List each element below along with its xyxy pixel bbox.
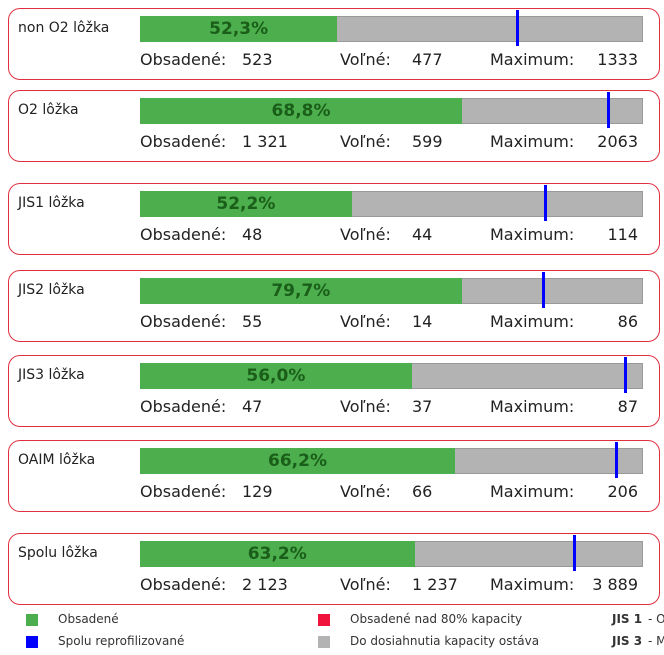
occupied-label: Obsadené: bbox=[140, 50, 227, 69]
free-value: 1 237 bbox=[412, 575, 458, 594]
bar-occupied bbox=[140, 98, 463, 124]
occupied-value: 2 123 bbox=[242, 575, 288, 594]
bar-percent: 66,2% bbox=[268, 451, 327, 471]
max-value: 206 bbox=[607, 482, 638, 501]
bar-marker bbox=[573, 535, 577, 571]
occupied-label: Obsadené: bbox=[140, 225, 227, 244]
occupied-value: 1 321 bbox=[242, 132, 288, 151]
bar-percent: 56,0% bbox=[246, 366, 306, 386]
bar-percent: 79,7% bbox=[271, 281, 331, 301]
occupied-value: 47 bbox=[242, 397, 263, 416]
bar-marker bbox=[606, 92, 610, 128]
free-value: 66 bbox=[412, 482, 433, 501]
card-title: JIS2 lôžka bbox=[18, 282, 85, 298]
free-label: Voľné: bbox=[340, 482, 391, 501]
max-value: 3 889 bbox=[592, 575, 638, 594]
legend-label: Do dosiahnutia kapacity ostáva bbox=[350, 634, 540, 648]
free-label: Voľné: bbox=[340, 575, 391, 594]
bar-occupied bbox=[140, 278, 462, 304]
max-value: 87 bbox=[617, 397, 638, 416]
card-title: Spolu lôžka bbox=[18, 545, 98, 561]
legend-swatch bbox=[26, 614, 38, 626]
occupied-value: 48 bbox=[242, 225, 263, 244]
bar-marker bbox=[624, 357, 628, 393]
max-label: Maximum: bbox=[490, 575, 575, 594]
bar-occupied bbox=[140, 191, 352, 217]
max-label: Maximum: bbox=[490, 482, 575, 501]
max-label: Maximum: bbox=[490, 312, 575, 331]
legend-label: Obsadené bbox=[58, 612, 119, 626]
occupied-label: Obsadené: bbox=[140, 482, 227, 501]
occupied-label: Obsadené: bbox=[140, 132, 227, 151]
note-text: - M bbox=[648, 634, 664, 648]
occupied-value: 523 bbox=[242, 50, 273, 69]
max-value: 1333 bbox=[597, 50, 638, 69]
free-label: Voľné: bbox=[340, 50, 391, 69]
card-title: OAIM lôžka bbox=[18, 452, 96, 468]
max-label: Maximum: bbox=[490, 225, 575, 244]
legend-label: Spolu reprofilizované bbox=[58, 634, 185, 648]
bar-percent: 52,2% bbox=[216, 194, 276, 214]
max-label: Maximum: bbox=[490, 132, 575, 151]
legend-swatch bbox=[318, 636, 330, 648]
free-value: 44 bbox=[412, 225, 433, 244]
note-key: JIS 3 bbox=[612, 634, 643, 648]
max-label: Maximum: bbox=[490, 50, 575, 69]
occupied-label: Obsadené: bbox=[140, 575, 227, 594]
legend-label: Obsadené nad 80% kapacity bbox=[350, 612, 523, 626]
free-label: Voľné: bbox=[340, 132, 391, 151]
note-key: JIS 1 bbox=[612, 612, 643, 626]
bar-marker bbox=[542, 272, 546, 308]
occupied-label: Obsadené: bbox=[140, 397, 227, 416]
free-value: 477 bbox=[412, 50, 443, 69]
legend-swatch bbox=[26, 636, 38, 648]
max-value: 114 bbox=[607, 225, 638, 244]
free-label: Voľné: bbox=[340, 312, 391, 331]
bar-marker bbox=[614, 442, 618, 478]
max-value: 2063 bbox=[597, 132, 638, 151]
card-title: non O2 lôžka bbox=[18, 20, 110, 36]
bar-percent: 63,2% bbox=[247, 544, 307, 564]
card-title: O2 lôžka bbox=[18, 102, 79, 118]
max-label: Maximum: bbox=[490, 397, 575, 416]
bar-marker bbox=[544, 185, 548, 221]
free-value: 37 bbox=[412, 397, 433, 416]
card-title: JIS3 lôžka bbox=[18, 367, 85, 383]
max-value: 86 bbox=[617, 312, 638, 331]
bar-occupied bbox=[140, 16, 338, 42]
bar-occupied bbox=[140, 363, 412, 389]
occupied-label: Obsadené: bbox=[140, 312, 227, 331]
free-label: Voľné: bbox=[340, 225, 391, 244]
free-label: Voľné: bbox=[340, 397, 391, 416]
bar-percent: 68,8% bbox=[271, 101, 331, 121]
occupied-value: 129 bbox=[242, 482, 273, 501]
card-title: JIS1 lôžka bbox=[18, 195, 85, 211]
free-value: 14 bbox=[412, 312, 433, 331]
occupied-value: 55 bbox=[242, 312, 263, 331]
legend-swatch bbox=[318, 614, 330, 626]
bar-percent: 52,3% bbox=[209, 19, 269, 39]
free-value: 599 bbox=[412, 132, 443, 151]
bar-marker bbox=[515, 10, 519, 46]
note-text: - O bbox=[648, 612, 664, 626]
bar-occupied bbox=[140, 541, 415, 567]
bar-occupied bbox=[140, 448, 455, 474]
